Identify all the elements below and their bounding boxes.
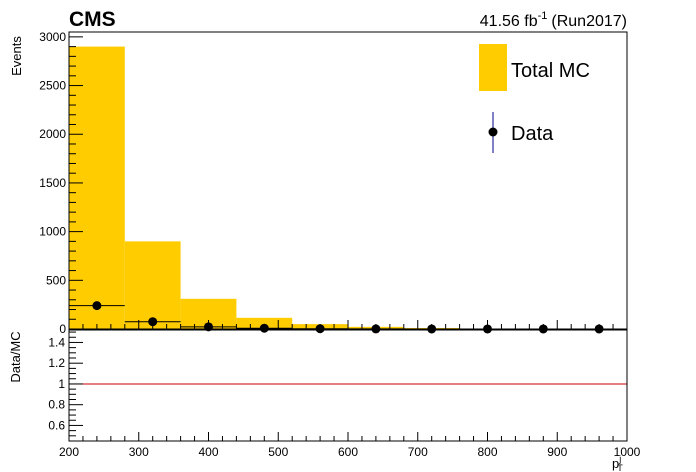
ratio-plot-panel: 0.6 0.8 1 1.2 1.4 200 300 400 500 600 700 800 900 10…: [48, 329, 641, 459]
x-tick-label: 800: [477, 445, 497, 459]
x-tick-label: 300: [129, 445, 149, 459]
y-tick-label: 3000: [39, 30, 66, 44]
legend: Total MC Data: [479, 44, 590, 153]
main-y-axis-title: Events: [9, 36, 24, 76]
y-tick-label: 0: [59, 322, 66, 336]
mc-bar: [124, 241, 181, 329]
x-axis-title: pj T: [612, 454, 623, 472]
legend-label-total-mc: Total MC: [511, 60, 590, 82]
x-tick-label: 1000: [614, 445, 641, 459]
ratio-y-tick-label: 0.6: [48, 418, 65, 432]
x-tick-label: 500: [268, 445, 288, 459]
y-tick-label: 1000: [39, 225, 66, 239]
lumi-value: 41.56 fb: [480, 13, 538, 30]
main-plot-frame: [68, 31, 628, 330]
y-tick-label: 2000: [39, 127, 66, 141]
data-point: [92, 301, 102, 311]
legend-label-data: Data: [511, 123, 554, 145]
y-tick-label: 500: [46, 273, 66, 287]
x-tick-label: 400: [198, 445, 218, 459]
legend-marker-data: [488, 127, 498, 137]
luminosity-label: 41.56 fb-1 (Run2017): [480, 10, 627, 30]
x-tick-label: 600: [338, 445, 358, 459]
y-tick-label: 1500: [39, 176, 66, 190]
experiment-label: CMS: [69, 8, 116, 31]
ratio-y-axis-title: Data/MC: [8, 331, 23, 382]
run-label: (Run2017): [551, 13, 627, 30]
x-tick-label: 200: [59, 445, 79, 459]
ratio-y-tick-label: 1.2: [48, 356, 65, 370]
x-tick-label: 900: [547, 445, 567, 459]
ratio-plot-frame: [68, 329, 628, 442]
mc-bar: [236, 317, 293, 329]
ratio-y-tick-label: 0.8: [48, 398, 65, 412]
mc-bar: [69, 46, 125, 329]
ratio-y-tick-label: 1: [58, 377, 65, 391]
ratio-y-tick-label: 1.4: [48, 335, 65, 349]
lumi-exponent: -1: [538, 10, 548, 22]
data-point: [148, 317, 158, 327]
x-tick-label: 700: [408, 445, 428, 459]
legend-swatch-total-mc: [479, 44, 507, 91]
y-tick-label: 2500: [39, 79, 66, 93]
